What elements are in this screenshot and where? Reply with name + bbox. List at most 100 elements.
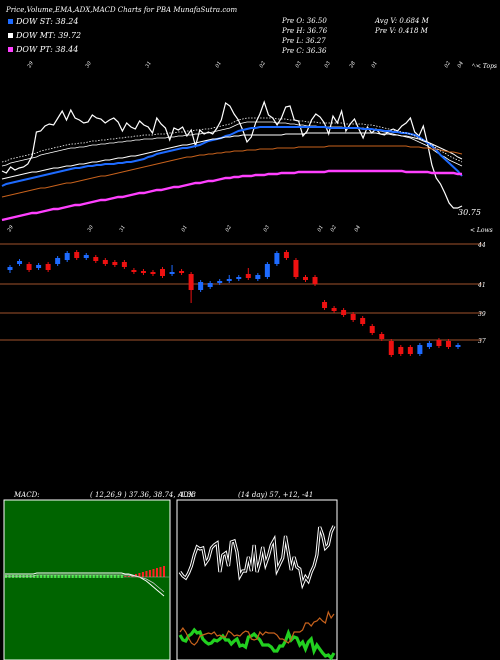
candle-body	[121, 262, 127, 267]
candle-body	[36, 265, 42, 268]
price-level-label: 39	[478, 311, 486, 318]
candle-body	[207, 283, 213, 287]
candle-body	[198, 282, 204, 290]
legend-dow-mt: DOW MT: 39.72	[16, 31, 82, 40]
candle-body	[322, 302, 328, 308]
candle-body	[274, 253, 280, 264]
adx-line-inner	[179, 525, 335, 587]
top-date-tick: 31	[145, 60, 153, 69]
candle-body	[388, 341, 394, 355]
macd-signal-line	[5, 574, 165, 593]
bottom-date-tick: 30	[87, 224, 96, 233]
prev-open: Pre O: 36.50	[282, 17, 327, 25]
candle-body	[140, 271, 146, 273]
candle-body	[160, 269, 166, 276]
bottom-date-tick: 02	[225, 224, 233, 233]
candle-body	[264, 264, 270, 277]
candle-body	[7, 267, 13, 270]
bottom-date-tick: 04	[354, 224, 362, 233]
legend-swatch-pt	[8, 47, 13, 52]
candle-body	[169, 272, 175, 274]
candle-body	[360, 318, 366, 324]
candle-body	[341, 310, 347, 315]
candle-body	[255, 275, 261, 279]
lows-marker: < Lows	[470, 227, 493, 234]
candle-body	[226, 279, 232, 281]
candle-body	[26, 264, 32, 270]
prev-high: Pre H: 36.76	[282, 27, 328, 35]
chart-title: Price,Volume,EMA,ADX,MACD Charts for PBA…	[6, 6, 238, 14]
candle-body	[45, 264, 51, 270]
ema-long-line	[1, 145, 463, 198]
candle-body	[379, 334, 385, 339]
top-date-tick: 01	[371, 60, 379, 69]
bottom-date-tick: 29	[6, 224, 15, 234]
candle-body	[398, 347, 404, 354]
top-date-tick: 03	[295, 60, 303, 69]
candle-body	[293, 260, 299, 277]
prev-volume: Pre V: 0.418 M	[375, 27, 428, 35]
prev-low: Pre L: 36.27	[282, 37, 326, 45]
candle-body	[407, 347, 413, 354]
candle-body	[131, 270, 137, 272]
candle-body	[64, 253, 70, 260]
avg-volume: Avg V: 0.684 M	[375, 17, 429, 25]
top-date-tick: 29	[26, 60, 35, 70]
candle-body	[74, 252, 80, 258]
price-level-label: 37	[478, 338, 486, 345]
candle-body	[102, 260, 108, 264]
price-line	[1, 100, 463, 209]
top-date-tick: 02	[444, 60, 452, 69]
top-date-tick: 02	[259, 60, 267, 69]
top-date-tick: 7.	[472, 62, 480, 69]
plus-di-line	[178, 627, 336, 660]
candle-body	[55, 258, 61, 264]
price-level-label: 44	[477, 242, 486, 249]
legend-dow-pt: DOW PT: 38.44	[16, 45, 79, 54]
last-price-label: 30.75	[458, 208, 481, 217]
candle-body	[236, 277, 242, 279]
bottom-date-tick: 02	[330, 224, 338, 233]
dow-pt-line	[1, 169, 462, 222]
candle-body	[93, 257, 99, 261]
top-date-tick: 03	[324, 60, 332, 69]
candle-body	[283, 252, 289, 258]
candle-body	[426, 343, 432, 347]
tops-marker: < Tops	[476, 63, 498, 70]
macd-panel	[3, 499, 171, 660]
macd-params: ( 12,26,9 ) 37.36, 38.74, -1.38	[90, 491, 196, 499]
candle-body	[417, 345, 423, 354]
bottom-date-tick: 01	[181, 224, 189, 233]
candle-body	[150, 272, 156, 274]
prev-close: Pre C: 36.36	[282, 47, 327, 55]
candle-body	[112, 262, 118, 265]
price-level-label: 41	[477, 282, 486, 289]
candle-body	[445, 341, 451, 347]
top-date-tick: 04	[457, 60, 465, 69]
legend-dow-st: DOW ST: 38.24	[16, 17, 79, 26]
bottom-date-tick: 31	[119, 224, 127, 233]
adx-params: (14 day) 57, +12, -41	[238, 491, 314, 499]
legend-swatch-st	[8, 19, 13, 24]
candle-body	[312, 277, 318, 284]
adx-panel	[176, 499, 338, 660]
candle-body	[350, 314, 356, 320]
dow-mt-line	[1, 121, 463, 167]
ema-line	[1, 132, 463, 180]
candle-body	[217, 281, 223, 283]
candle-body	[436, 340, 442, 346]
candle-body	[245, 274, 251, 278]
ema-dotted-line	[1, 117, 463, 163]
top-date-tick: 28	[348, 60, 357, 69]
candle-body	[455, 345, 461, 347]
minus-di-line	[179, 610, 335, 646]
candle-body	[188, 274, 194, 290]
legend-swatch-mt	[8, 33, 13, 38]
top-date-tick: 30	[85, 60, 94, 69]
dow-st-line	[1, 126, 463, 187]
candle-body	[302, 277, 308, 280]
bottom-date-tick: 03	[263, 224, 271, 233]
candle-body	[17, 261, 23, 264]
